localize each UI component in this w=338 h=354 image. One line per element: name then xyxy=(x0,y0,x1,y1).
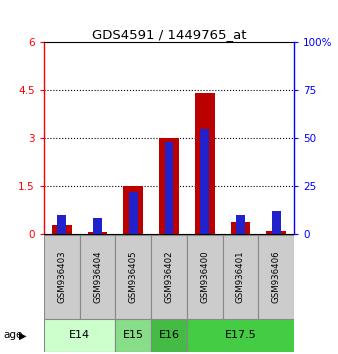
FancyBboxPatch shape xyxy=(115,235,151,319)
Bar xyxy=(123,186,143,234)
Text: GSM936406: GSM936406 xyxy=(272,251,281,303)
Text: GSM936405: GSM936405 xyxy=(129,251,138,303)
Bar xyxy=(159,138,179,234)
FancyBboxPatch shape xyxy=(187,319,294,352)
FancyBboxPatch shape xyxy=(80,235,115,319)
Bar xyxy=(236,215,245,234)
FancyBboxPatch shape xyxy=(187,235,223,319)
Bar xyxy=(93,218,102,234)
FancyBboxPatch shape xyxy=(151,235,187,319)
Text: GSM936402: GSM936402 xyxy=(165,251,173,303)
Text: GSM936404: GSM936404 xyxy=(93,251,102,303)
Bar xyxy=(272,211,281,234)
FancyBboxPatch shape xyxy=(223,235,258,319)
Bar xyxy=(195,93,215,234)
Text: E16: E16 xyxy=(159,330,179,341)
Bar xyxy=(165,142,173,234)
FancyBboxPatch shape xyxy=(44,319,115,352)
Text: E17.5: E17.5 xyxy=(224,330,256,341)
Text: ▶: ▶ xyxy=(19,330,26,341)
Bar xyxy=(88,232,107,234)
Text: GSM936403: GSM936403 xyxy=(57,251,66,303)
FancyBboxPatch shape xyxy=(258,235,294,319)
Text: E14: E14 xyxy=(69,330,90,341)
FancyBboxPatch shape xyxy=(115,319,151,352)
FancyBboxPatch shape xyxy=(151,319,187,352)
Text: E15: E15 xyxy=(123,330,144,341)
Bar xyxy=(200,129,209,234)
Text: age: age xyxy=(3,330,23,341)
Bar xyxy=(52,225,72,234)
Title: GDS4591 / 1449765_at: GDS4591 / 1449765_at xyxy=(92,28,246,41)
Bar xyxy=(266,231,286,234)
Bar xyxy=(231,222,250,234)
Bar xyxy=(129,192,138,234)
Bar xyxy=(57,215,66,234)
Text: GSM936400: GSM936400 xyxy=(200,251,209,303)
Text: GSM936401: GSM936401 xyxy=(236,251,245,303)
FancyBboxPatch shape xyxy=(44,235,80,319)
